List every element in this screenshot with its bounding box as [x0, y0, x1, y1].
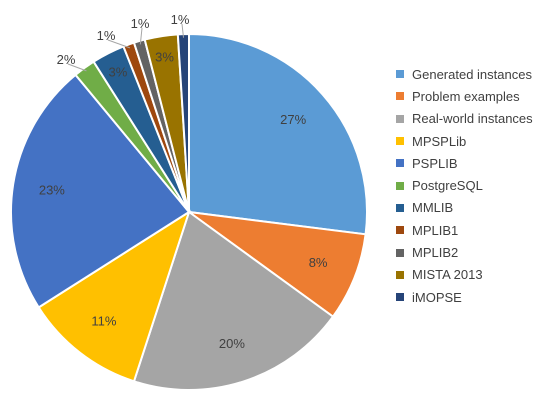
legend-item-mplib2: MPLIB2 [396, 241, 533, 263]
pie-slice-psplib [10, 73, 191, 309]
pie-slice-real-world-instances [132, 210, 335, 391]
data-labels: 27% 8% 20% 11% 23% 2% 3% 1% 1% 3% 1% [39, 12, 328, 351]
legend-item-postgresql: PostgreSQL [396, 174, 533, 196]
data-label-mista-2013: 3% [155, 49, 174, 64]
legend-item-mista-2013: MISTA 2013 [396, 264, 533, 286]
legend: Generated instances Problem examples Real-… [396, 63, 533, 308]
leader-line-mplib2 [139, 27, 143, 45]
legend-swatch [396, 203, 404, 212]
legend-item-mmlib: MMLIB [396, 197, 533, 219]
legend-swatch [396, 114, 404, 123]
legend-label: PSPLIB [412, 155, 458, 171]
data-label-postgresql: 2% [57, 52, 76, 67]
legend-swatch [396, 181, 404, 190]
data-label-generated-instances: 27% [280, 112, 306, 127]
legend-swatch [396, 293, 404, 302]
leader-line-imopse [181, 23, 185, 38]
legend-swatch [396, 226, 404, 235]
leader-line-postgresql [67, 63, 87, 72]
legend-label: Generated instances [412, 66, 532, 82]
legend-item-generated-instances: Generated instances [396, 63, 533, 85]
pie-slice-generated-instances [188, 32, 368, 236]
legend-label: MMLIB [412, 200, 454, 216]
pie-slice-problem-examples [188, 211, 367, 319]
legend-item-mplib1: MPLIB1 [396, 219, 533, 241]
data-label-mplib1: 1% [97, 28, 116, 43]
leader-line-mplib1 [107, 39, 131, 49]
legend-label: MISTA 2013 [412, 267, 483, 283]
legend-swatch [396, 92, 404, 101]
legend-swatch [396, 270, 404, 279]
legend-label: MPLIB2 [412, 245, 459, 261]
legend-item-mpsplib: MPSPLib [396, 130, 533, 152]
legend-label: iMOPSE [412, 289, 462, 305]
legend-item-imopse: iMOPSE [396, 286, 533, 308]
legend-item-real-world-instances: Real-world instances [396, 108, 533, 130]
pie-slices [10, 32, 368, 391]
data-label-mmlib: 3% [108, 64, 127, 79]
legend-label: MPLIB1 [412, 222, 459, 238]
legend-label: PostgreSQL [412, 178, 483, 194]
data-label-real-world-instances: 20% [219, 336, 245, 351]
legend-swatch [396, 70, 404, 79]
legend-swatch [396, 137, 404, 146]
data-label-imopse: 1% [171, 12, 190, 27]
legend-label: Problem examples [412, 88, 520, 104]
legend-item-problem-examples: Problem examples [396, 85, 533, 107]
legend-swatch [396, 159, 404, 168]
legend-swatch [396, 248, 404, 257]
pie-slice-mpsplib [37, 209, 191, 383]
data-label-psplib: 23% [39, 182, 65, 197]
leader-lines [67, 23, 185, 72]
data-label-problem-examples: 8% [309, 255, 328, 270]
legend-label: Real-world instances [412, 111, 533, 127]
data-label-mpsplib: 11% [91, 314, 116, 329]
legend-label: MPSPLib [412, 133, 467, 149]
legend-item-psplib: PSPLIB [396, 152, 533, 174]
data-label-mplib2: 1% [131, 16, 150, 31]
